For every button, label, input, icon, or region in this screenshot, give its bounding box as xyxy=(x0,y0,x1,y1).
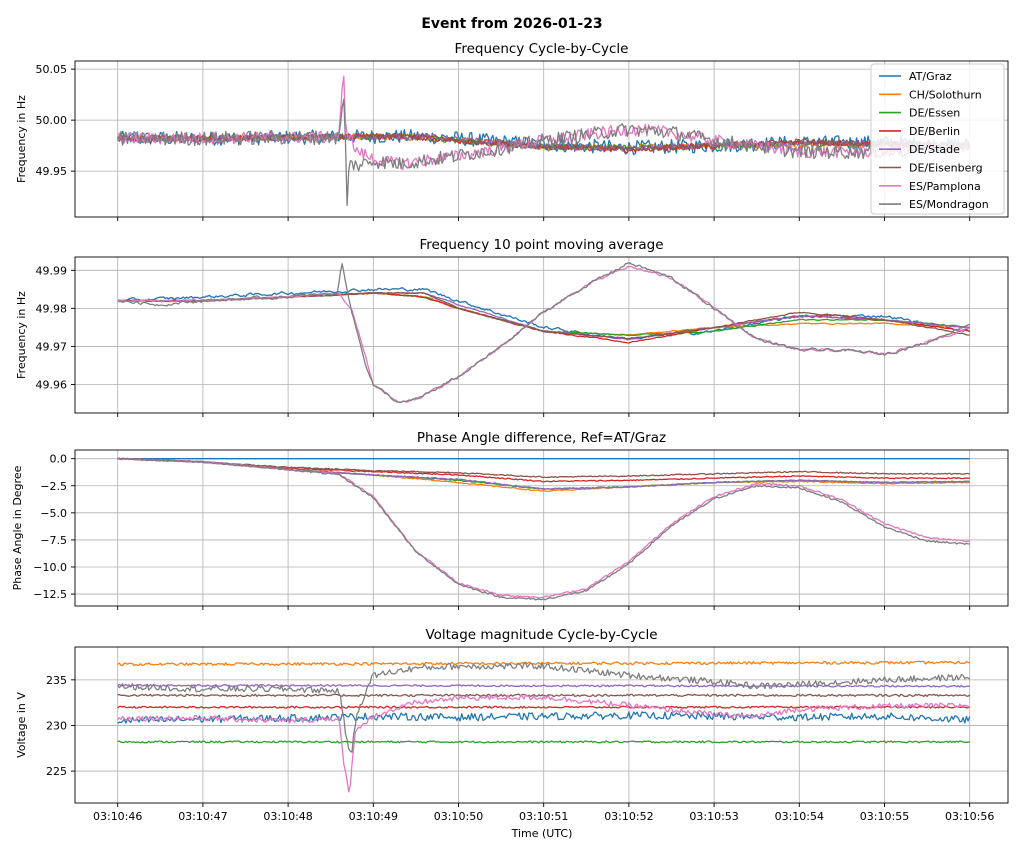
legend-label: AT/Graz xyxy=(909,70,952,83)
y-tick-label: 49.96 xyxy=(36,378,68,391)
x-tick-label: 03:10:47 xyxy=(178,810,227,823)
legend-item: ES/Mondragon xyxy=(879,198,989,211)
x-tick-label: 03:10:49 xyxy=(349,810,398,823)
x-axis-label: Time (UTC) xyxy=(511,827,573,840)
y-axis-label: Frequency in Hz xyxy=(15,95,28,183)
series-line-es-mondragon xyxy=(117,457,970,601)
y-tick-label: 50.05 xyxy=(36,63,68,76)
series-line-de-eisenberg xyxy=(117,693,971,698)
legend-label: DE/Eisenberg xyxy=(909,162,983,175)
series-group xyxy=(117,75,971,207)
series-line-de-eisenberg xyxy=(117,457,970,479)
axes-frame xyxy=(74,60,1009,218)
legend-item: DE/Essen xyxy=(879,107,960,120)
x-tick-label: 03:10:48 xyxy=(263,810,312,823)
y-tick-label: 49.95 xyxy=(36,165,68,178)
legend-item: DE/Stade xyxy=(879,143,960,156)
y-axis-label: Voltage in V xyxy=(15,692,28,758)
axes-frame xyxy=(74,646,1009,804)
legend-item: ES/Pamplona xyxy=(879,180,981,193)
series-line-es-mondragon xyxy=(117,261,970,404)
series-line-at-graz xyxy=(117,287,971,341)
x-tick-label: 03:10:46 xyxy=(93,810,142,823)
x-tick-label: 03:10:52 xyxy=(604,810,653,823)
y-axis-label: Phase Angle in Degree xyxy=(11,465,24,590)
y-tick-label: 49.99 xyxy=(36,264,68,277)
panel-title: Voltage magnitude Cycle-by-Cycle xyxy=(425,627,657,643)
series-line-de-berlin xyxy=(117,705,971,709)
y-tick-label: −5.0 xyxy=(40,507,67,520)
y-tick-label: −2.5 xyxy=(40,480,67,493)
y-axis-label: Frequency in Hz xyxy=(15,291,28,379)
legend-item: AT/Graz xyxy=(879,70,952,83)
series-line-ch-solothurn xyxy=(117,660,970,667)
legend-label: ES/Mondragon xyxy=(909,198,989,211)
y-tick-label: 235 xyxy=(46,674,67,687)
panel-title: Frequency 10 point moving average xyxy=(419,237,663,253)
legend-label: DE/Essen xyxy=(909,107,960,120)
series-line-de-eisenberg xyxy=(117,132,970,152)
legend-box xyxy=(870,63,1005,215)
y-tick-label: −10.0 xyxy=(33,561,67,574)
series-line-es-mondragon xyxy=(117,98,971,207)
x-tick-label: 03:10:53 xyxy=(689,810,738,823)
axes-frame xyxy=(74,449,1009,607)
legend-label: DE/Stade xyxy=(909,143,960,156)
panel-2: Frequency 10 point moving average Frequen… xyxy=(15,237,1009,417)
legend-label: ES/Pamplona xyxy=(909,180,981,193)
panel-title: Phase Angle difference, Ref=AT/Graz xyxy=(417,430,666,446)
figure-suptitle: Event from 2026-01-23 xyxy=(421,16,602,32)
y-tick-label: 0.0 xyxy=(50,453,68,466)
y-tick-label: −7.5 xyxy=(40,534,67,547)
legend-label: CH/Solothurn xyxy=(909,88,982,101)
series-line-es-pamplona xyxy=(117,694,971,793)
legend-item: DE/Eisenberg xyxy=(879,162,983,175)
panel-title: Frequency Cycle-by-Cycle xyxy=(455,41,629,57)
panels: Frequency Cycle-by-Cycle Frequency in Hz 4… xyxy=(11,41,1009,823)
series-group xyxy=(117,261,971,404)
x-tick-label: 03:10:55 xyxy=(860,810,909,823)
y-tick-label: 230 xyxy=(46,719,67,732)
series-group xyxy=(117,660,971,793)
x-tick-label: 03:10:56 xyxy=(945,810,994,823)
legend-item: CH/Solothurn xyxy=(879,88,982,101)
panel-4: Voltage magnitude Cycle-by-Cycle Voltage … xyxy=(15,627,1009,823)
x-tick-label: 03:10:51 xyxy=(519,810,568,823)
panel-3: Phase Angle difference, Ref=AT/Graz Phase… xyxy=(11,430,1009,610)
series-line-es-mondragon xyxy=(117,662,971,753)
series-group xyxy=(117,457,971,601)
legend-item: DE/Berlin xyxy=(879,125,960,138)
axes-frame xyxy=(74,256,1009,414)
y-tick-label: 49.98 xyxy=(36,302,68,315)
legend-label: DE/Berlin xyxy=(909,125,960,138)
y-tick-label: 50.00 xyxy=(36,114,68,127)
legend: AT/Graz CH/Solothurn DE/Essen DE/Berlin DE/S… xyxy=(870,63,1005,215)
y-tick-label: 225 xyxy=(46,765,67,778)
y-tick-label: 49.97 xyxy=(36,340,68,353)
x-tick-label: 03:10:54 xyxy=(775,810,824,823)
y-tick-label: −12.5 xyxy=(33,588,67,601)
x-tick-label: 03:10:50 xyxy=(434,810,483,823)
series-line-de-essen xyxy=(117,740,971,744)
panel-1: Frequency Cycle-by-Cycle Frequency in Hz 4… xyxy=(15,41,1009,221)
series-line-at-graz xyxy=(117,711,971,724)
